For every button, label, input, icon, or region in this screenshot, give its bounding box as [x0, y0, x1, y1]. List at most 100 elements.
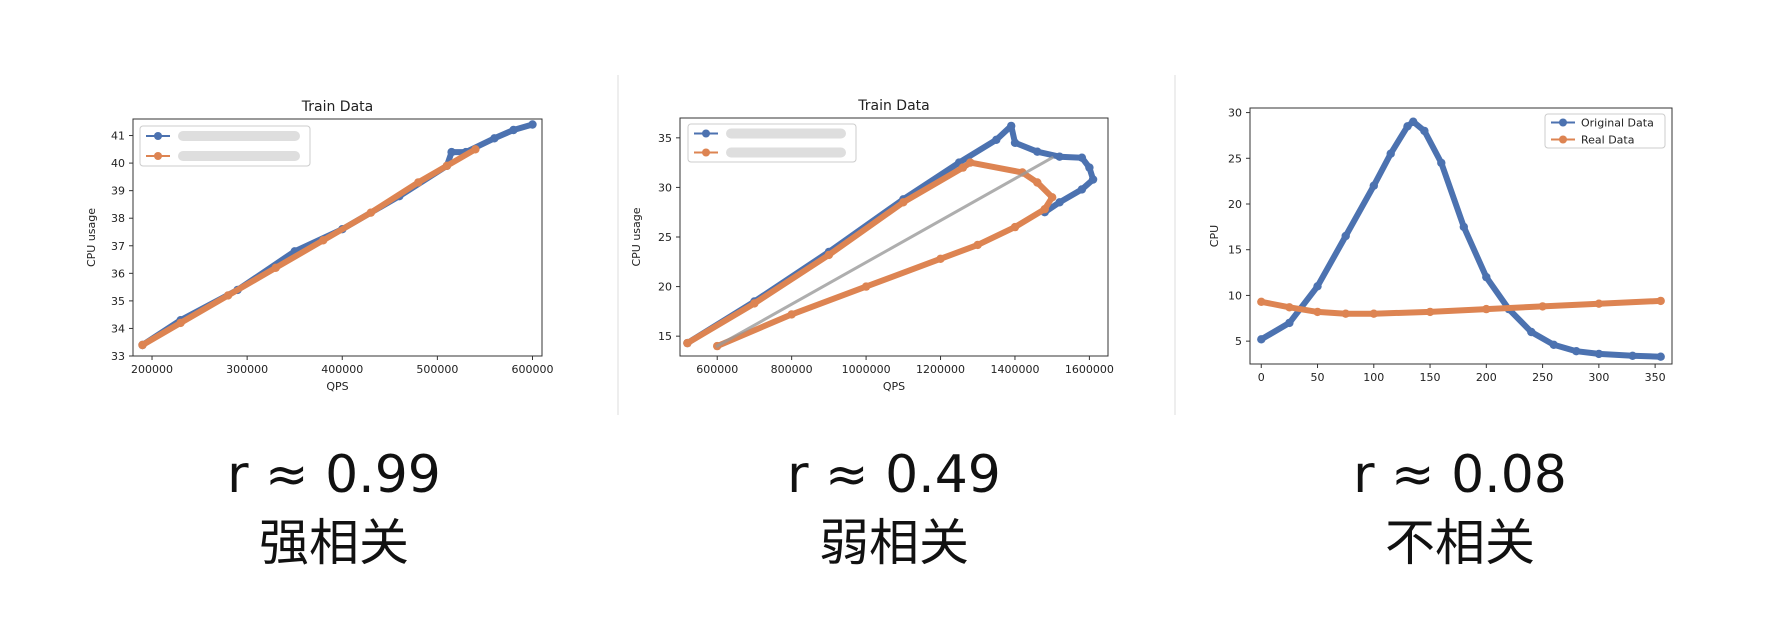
y-tick-label: 41 [111, 130, 125, 143]
data-point [471, 145, 480, 154]
y-tick-label: 36 [111, 267, 125, 280]
data-point [1010, 138, 1020, 147]
data-point [1482, 272, 1491, 282]
data-point [683, 338, 692, 348]
y-tick-label: 25 [1228, 152, 1242, 165]
legend-marker [702, 148, 710, 157]
data-point [1010, 222, 1020, 232]
x-axis-label: QPS [883, 380, 905, 393]
data-point [1409, 117, 1418, 126]
y-tick-label: 15 [1228, 244, 1242, 257]
data-point [1055, 152, 1064, 161]
y-axis-label: CPU usage [630, 207, 643, 266]
data-point [366, 208, 375, 217]
data-point [936, 254, 945, 263]
x-tick-label: 150 [1420, 371, 1441, 384]
chart-panel-1: Train Data QPS CPU usage 200000 300000 400000… [85, 99, 553, 572]
y-tick-label: 38 [111, 212, 125, 225]
data-point [1437, 158, 1446, 168]
plot-area [1249, 107, 1673, 365]
data-point [1594, 299, 1604, 308]
data-point [271, 263, 280, 272]
data-point [1077, 153, 1087, 162]
data-point [861, 282, 871, 291]
data-point [992, 135, 1001, 144]
data-point [490, 134, 499, 143]
data-point [1040, 205, 1049, 214]
data-point [1257, 297, 1266, 306]
data-point [319, 236, 328, 245]
data-point [1420, 126, 1429, 136]
data-point [1085, 163, 1094, 172]
legend-label-blurred [178, 151, 300, 161]
y-tick-label: 15 [658, 330, 672, 343]
y-tick-label: 33 [111, 350, 125, 363]
caption-label: 强相关 [259, 514, 409, 572]
y-tick-label: 39 [111, 185, 125, 198]
legend-marker [1559, 118, 1567, 127]
y-tick-label: 20 [658, 281, 672, 294]
series-trend [715, 156, 1054, 348]
x-tick-label: 1000000 [842, 363, 891, 376]
data-point [138, 340, 147, 350]
legend-marker [154, 152, 162, 160]
chart-panel-2: Train Data QPS CPU usage 600000 800000 100000… [630, 98, 1114, 572]
legend-label-blurred [726, 147, 846, 158]
data-point [1055, 198, 1064, 207]
data-point [750, 299, 759, 308]
caption-correlation: r ≈ 0.49 [787, 445, 1001, 505]
data-point [1594, 349, 1604, 359]
data-point [1077, 185, 1087, 194]
y-tick-label: 10 [1228, 289, 1242, 302]
y-tick-label: 30 [1228, 107, 1242, 120]
legend-label-blurred [178, 131, 300, 141]
data-point [1538, 302, 1547, 311]
data-point [1527, 327, 1536, 337]
legend [687, 123, 857, 163]
data-point [509, 125, 518, 135]
x-tick-label: 800000 [771, 363, 813, 376]
caption-label: 不相关 [1385, 514, 1535, 572]
x-tick-label: 0 [1258, 371, 1265, 384]
x-tick-label: 50 [1311, 371, 1325, 384]
x-tick-label: 250 [1532, 371, 1553, 384]
legend-label: Original Data [1581, 117, 1654, 130]
legend-marker [1559, 135, 1567, 144]
x-tick-label: 1200000 [916, 363, 965, 376]
y-tick-label: 30 [658, 181, 672, 194]
y-tick-label: 34 [111, 322, 125, 335]
data-point [1656, 296, 1665, 306]
series-Real Data [1257, 296, 1665, 318]
data-point [1048, 193, 1057, 202]
y-tick-label: 37 [111, 240, 125, 253]
data-point [414, 178, 423, 187]
data-point [1033, 147, 1042, 156]
legend-marker [154, 132, 162, 140]
data-point [1285, 303, 1294, 312]
legend-marker [702, 129, 710, 138]
legend: Original Data Real Data [1544, 113, 1666, 149]
y-tick-label: 40 [111, 157, 125, 170]
data-point [223, 291, 233, 300]
series-line [1258, 297, 1664, 317]
data-point [1369, 309, 1379, 318]
data-point [528, 120, 537, 129]
data-point [824, 250, 834, 260]
series-Original Data [1257, 117, 1665, 361]
x-tick-label: 1600000 [1065, 363, 1114, 376]
legend [139, 125, 311, 167]
data-point [973, 240, 982, 250]
data-point [1572, 347, 1581, 356]
data-point [787, 310, 796, 319]
x-tick-label: 600000 [696, 363, 738, 376]
legend-label-blurred [726, 128, 846, 139]
data-point [1549, 340, 1559, 349]
data-point [1313, 282, 1322, 291]
data-point [1656, 352, 1665, 361]
x-tick-label: 200 [1476, 371, 1497, 384]
data-point [958, 163, 968, 172]
data-point [1403, 122, 1412, 131]
x-tick-label: 400000 [321, 363, 363, 376]
data-point [1425, 307, 1435, 317]
